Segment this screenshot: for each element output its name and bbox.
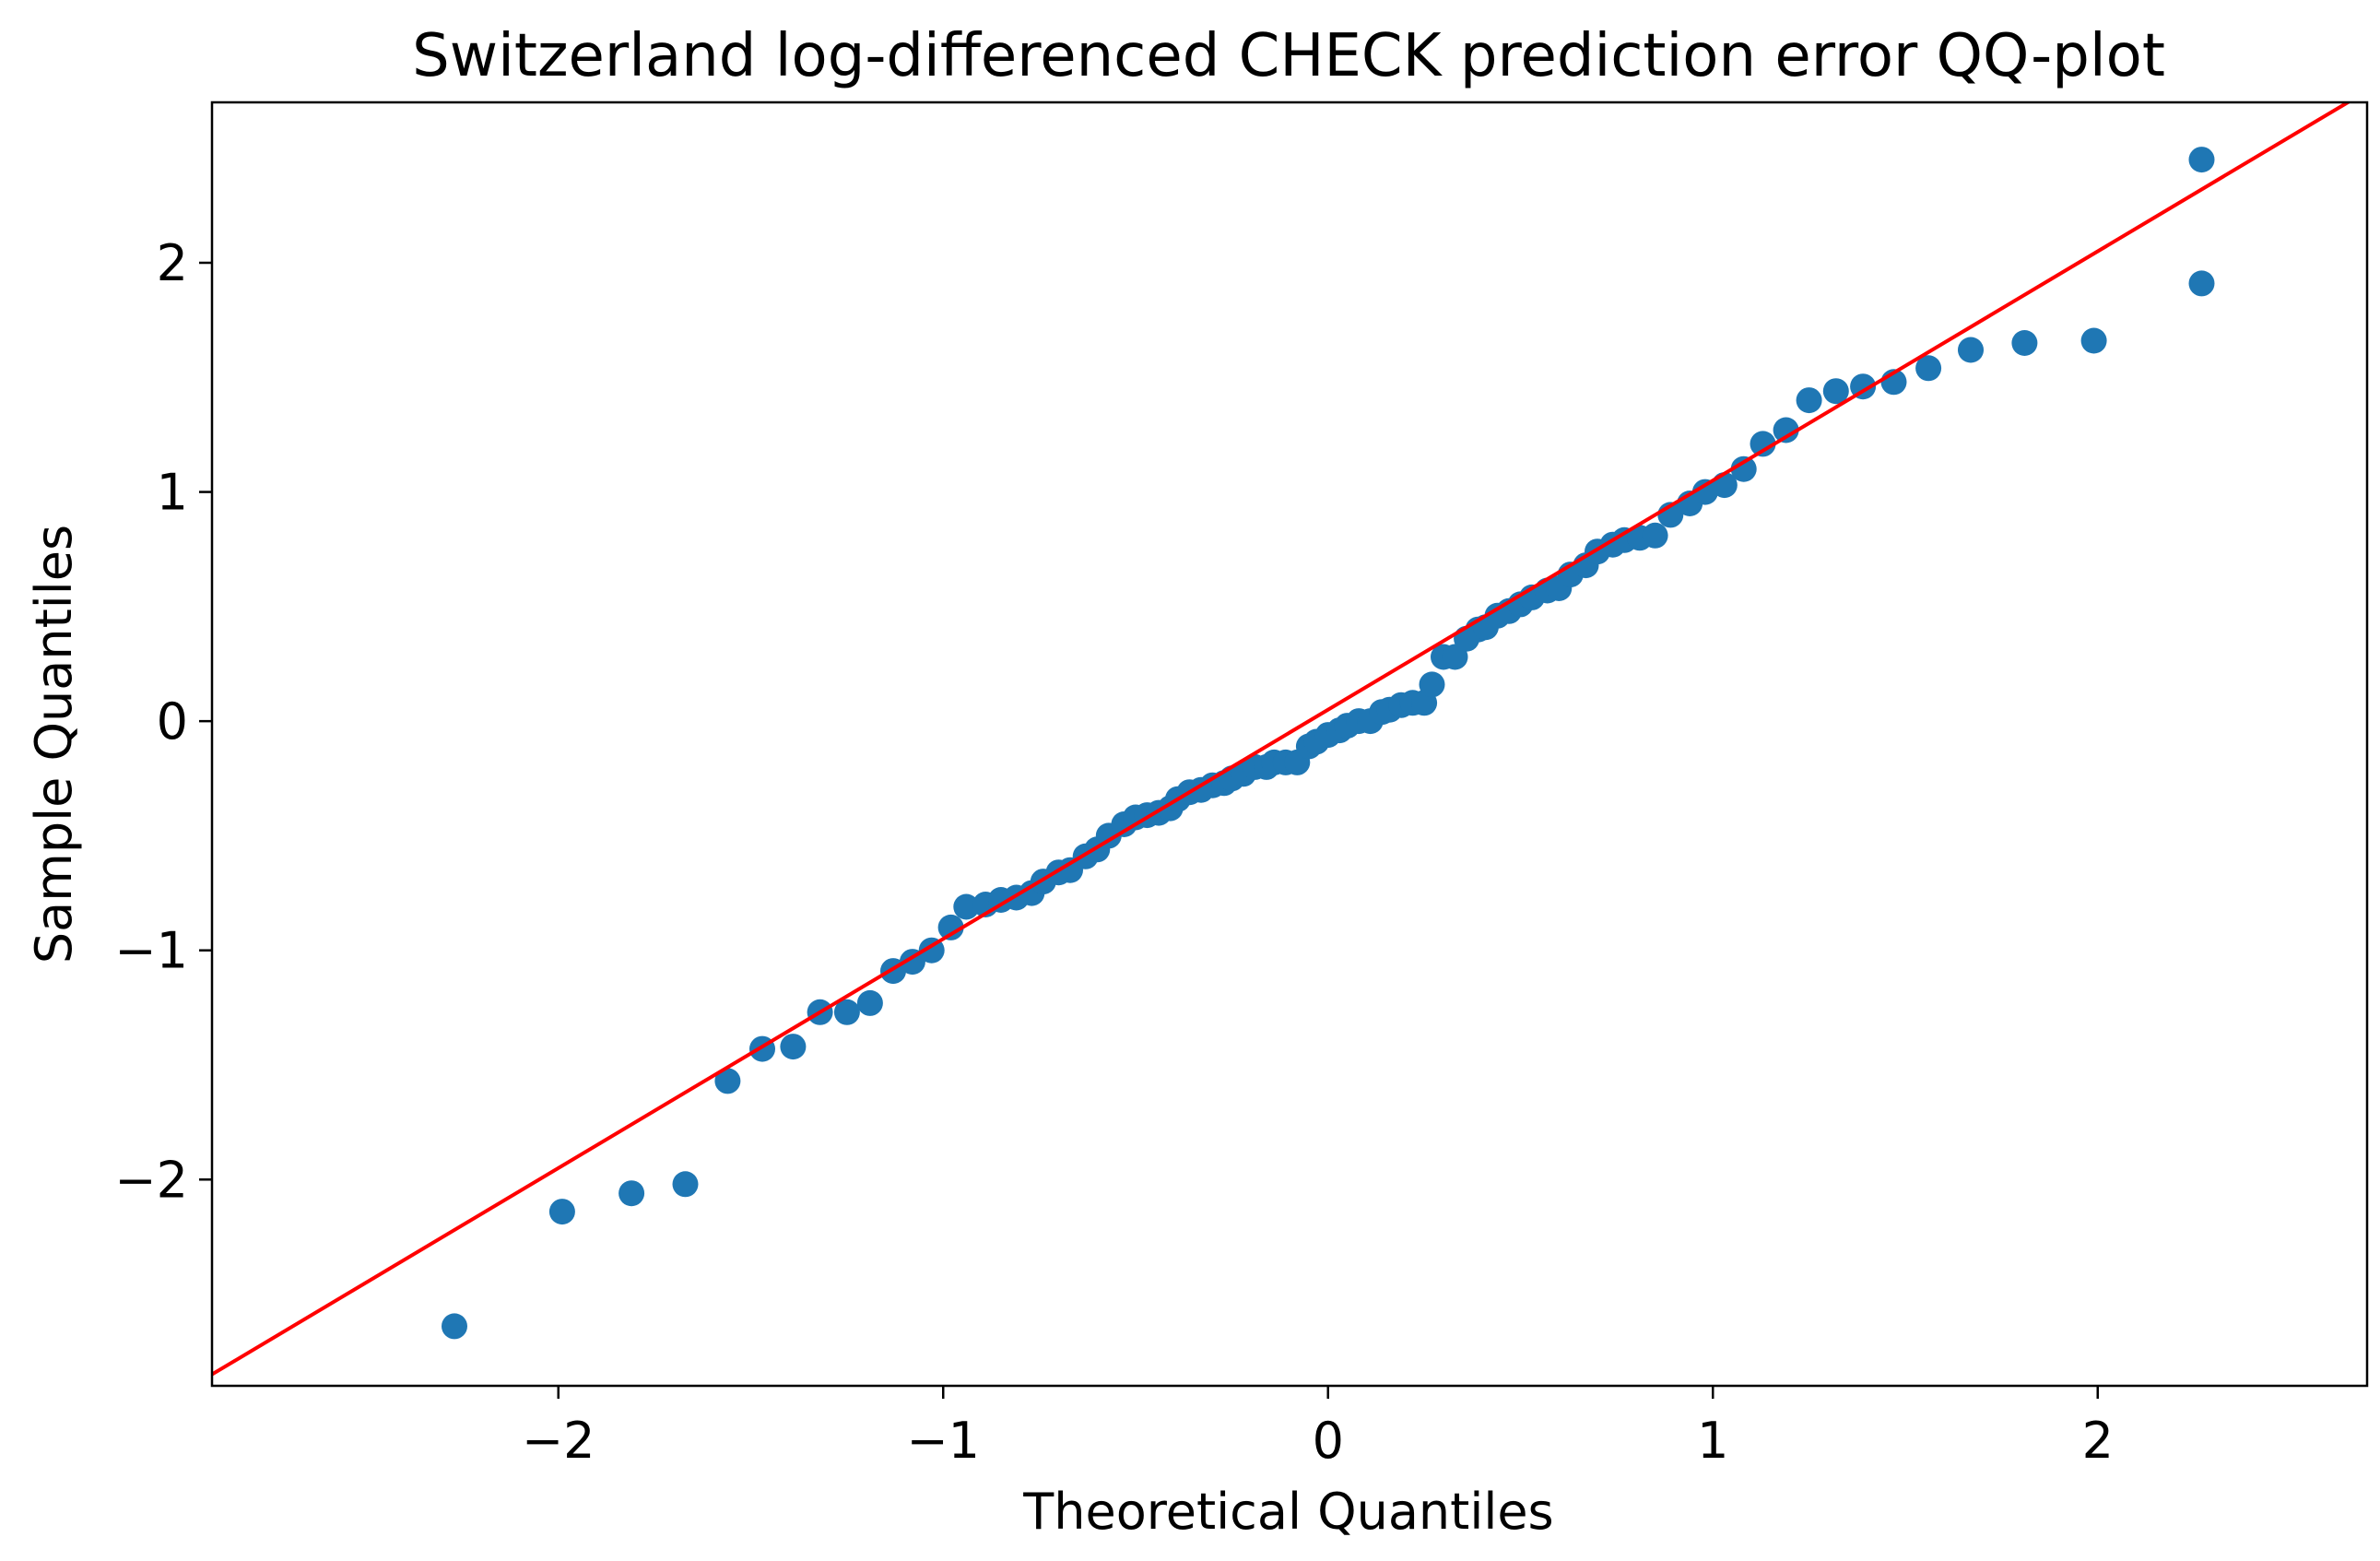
data-point-9 (856, 989, 883, 1016)
data-point-89 (2188, 147, 2215, 173)
data-point-86 (2011, 330, 2038, 356)
data-point-1 (548, 1199, 575, 1225)
data-point-78 (1750, 431, 1776, 457)
data-point-14 (953, 893, 980, 920)
data-point-4 (714, 1068, 741, 1094)
x-tick-label-4: 2 (2082, 1412, 2114, 1470)
plot-frame (210, 101, 2369, 1388)
reference-line-layer (212, 102, 2352, 1377)
y-tick-label-3: 1 (157, 464, 188, 522)
data-point-54 (1419, 671, 1445, 698)
y-tick-label-4: 2 (157, 234, 188, 292)
data-point-85 (1958, 337, 1984, 363)
data-point-72 (1642, 522, 1668, 549)
data-point-0 (442, 1313, 467, 1340)
data-point-13 (937, 914, 964, 940)
x-tick-label-2: 0 (1313, 1412, 1344, 1470)
x-axis-label: Theoretical Quantiles (1022, 1483, 1553, 1541)
data-point-79 (1773, 417, 1799, 443)
reference-line (212, 102, 2352, 1377)
y-tick-label-1: −1 (114, 922, 188, 980)
plot-area (210, 101, 2369, 1388)
data-point-3 (672, 1171, 699, 1198)
data-point-2 (619, 1180, 645, 1207)
y-axis-label: Sample Quantiles (25, 525, 83, 964)
chart-title: Switzerland log-differenced CHECK predic… (412, 22, 2165, 90)
data-point-84 (1915, 355, 1942, 382)
data-point-88 (2188, 270, 2215, 297)
data-point-8 (833, 999, 860, 1025)
x-tick-label-1: −1 (906, 1412, 980, 1470)
x-tick-label-0: −2 (522, 1412, 595, 1470)
plot-background (212, 102, 2367, 1386)
data-point-87 (2080, 327, 2107, 354)
x-tick-label-3: 1 (1697, 1412, 1728, 1470)
y-tick-label-0: −2 (114, 1151, 188, 1209)
data-point-77 (1730, 455, 1757, 482)
y-tick-label-2: 0 (157, 692, 188, 751)
x-axis-ticks: −2 −1 0 1 2 (522, 1386, 2114, 1470)
data-point-80 (1796, 387, 1822, 414)
data-point-81 (1822, 378, 1849, 405)
y-axis-ticks: −2 −1 0 1 2 (114, 234, 212, 1209)
data-point-6 (780, 1034, 807, 1060)
